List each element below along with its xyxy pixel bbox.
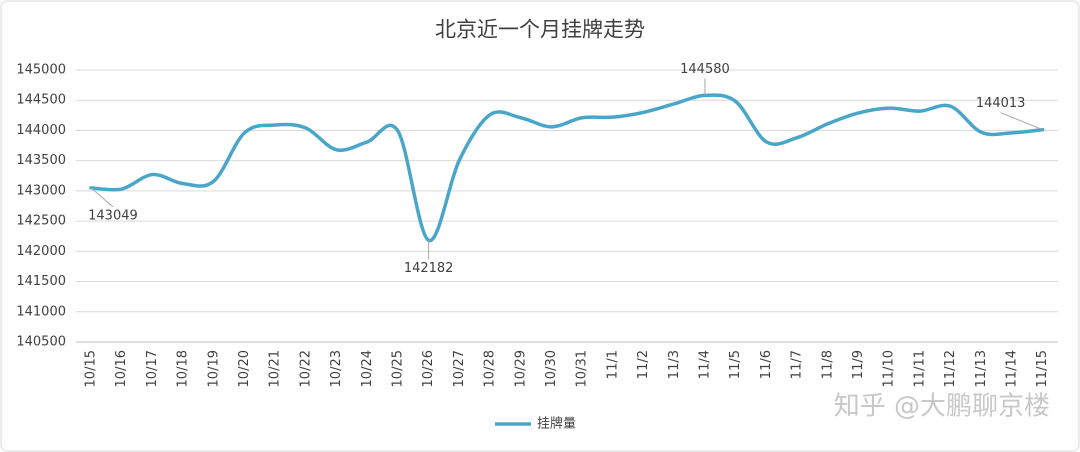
x-tick-label: 10/27 xyxy=(452,350,467,387)
y-tick-label: 144000 xyxy=(16,123,66,138)
data-label: 144013 xyxy=(976,96,1026,111)
y-tick-label: 141500 xyxy=(16,274,66,289)
x-tick-label: 10/25 xyxy=(390,350,405,387)
x-tick-label: 10/19 xyxy=(206,350,221,387)
x-tick-label: 10/20 xyxy=(237,350,252,387)
x-tick-label: 10/22 xyxy=(298,350,313,387)
x-tick-label: 11/10 xyxy=(882,350,897,387)
x-tick-label: 10/16 xyxy=(114,350,129,387)
x-tick-label: 10/18 xyxy=(176,350,191,387)
series-line xyxy=(89,93,1045,243)
y-tick-label: 143500 xyxy=(16,153,66,168)
leader-line xyxy=(1000,112,1043,131)
x-tick-label: 11/6 xyxy=(759,350,774,379)
watermark: 知乎 @大鹏聊京楼 xyxy=(834,392,1050,422)
x-tick-label: 11/15 xyxy=(1035,350,1050,387)
x-tick-label: 10/28 xyxy=(483,350,498,387)
y-tick-label: 142500 xyxy=(16,214,66,229)
x-tick-label: 11/5 xyxy=(728,350,743,379)
x-tick-label: 10/24 xyxy=(360,350,375,387)
y-tick-label: 144500 xyxy=(16,93,66,108)
data-label: 144580 xyxy=(680,62,730,77)
x-tick-label: 10/29 xyxy=(513,350,528,387)
x-tick-label: 10/30 xyxy=(544,350,559,387)
x-tick-label: 11/12 xyxy=(943,350,958,387)
x-tick-label: 11/2 xyxy=(636,350,651,379)
chart-title: 北京近一个月挂牌走势 xyxy=(435,18,645,42)
legend-label: 挂牌量 xyxy=(537,416,576,432)
y-tick-label: 143000 xyxy=(16,183,66,198)
x-tick-label: 11/3 xyxy=(667,350,682,379)
x-tick-label: 10/17 xyxy=(145,350,160,387)
x-tick-label: 11/4 xyxy=(697,350,712,379)
leader-line xyxy=(90,187,114,208)
y-tick-label: 140500 xyxy=(16,335,66,350)
x-tick-label: 10/23 xyxy=(329,350,344,387)
y-tick-label: 142000 xyxy=(16,244,66,259)
x-tick-label: 10/26 xyxy=(421,350,436,387)
x-tick-label: 10/31 xyxy=(575,350,590,387)
x-tick-label: 11/1 xyxy=(605,350,620,379)
x-tick-label: 10/21 xyxy=(268,350,283,387)
y-tick-label: 141000 xyxy=(16,304,66,319)
x-tick-label: 11/11 xyxy=(912,350,927,387)
x-tick-label: 11/7 xyxy=(790,350,805,379)
x-tick-label: 11/14 xyxy=(1004,350,1019,387)
data-label: 143049 xyxy=(88,208,138,223)
x-tick-label: 10/15 xyxy=(83,350,98,387)
data-label: 142182 xyxy=(404,261,454,276)
x-tick-label: 11/13 xyxy=(974,350,989,387)
x-tick-label: 11/9 xyxy=(851,350,866,379)
y-tick-label: 145000 xyxy=(16,63,66,78)
x-tick-label: 11/8 xyxy=(820,350,835,379)
